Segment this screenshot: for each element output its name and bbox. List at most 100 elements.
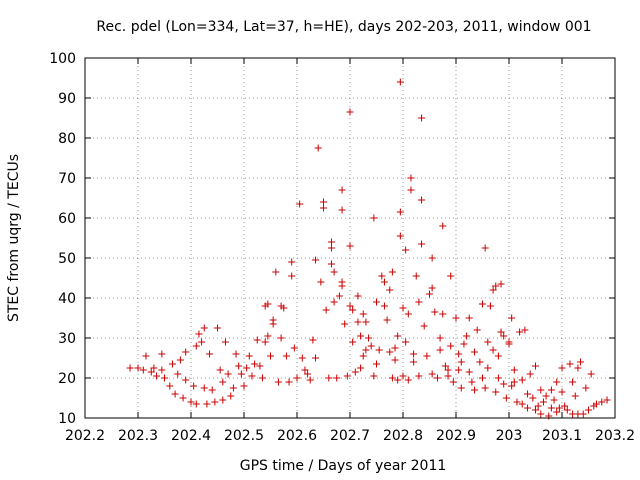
data-point [585,406,592,414]
data-point [418,196,426,204]
data-point [418,114,426,122]
x-tick-label: 202.2 [65,428,105,444]
data-point [396,208,404,216]
data-point [510,378,518,386]
data-point [494,352,502,360]
data-point [508,314,516,322]
data-point [327,238,335,246]
data-point [309,336,317,344]
data-point [240,382,248,390]
data-point [168,360,176,368]
data-point [547,386,555,394]
data-point [216,366,224,374]
data-point [486,302,494,310]
data-point [439,310,447,318]
y-tick-label: 80 [58,131,76,147]
data-point [508,382,516,390]
x-tick-label: 202.5 [224,428,264,444]
data-point [322,306,330,314]
data-point [346,108,354,116]
data-point [492,282,500,290]
data-point [357,332,365,340]
data-point [553,378,561,386]
data-point [460,340,468,348]
data-point [516,328,524,336]
data-point [370,372,378,380]
data-point [354,318,362,326]
data-point [335,292,343,300]
data-point [221,338,229,346]
data-point [521,326,529,334]
data-point [330,298,338,306]
data-point [150,364,158,372]
data-point [396,232,404,240]
data-point [267,352,274,360]
data-point [577,358,585,366]
data-point [359,352,367,360]
data-point [206,350,214,358]
data-point [407,186,415,194]
grid [85,58,615,418]
data-point [592,400,600,408]
data-point [463,332,471,340]
data-point [497,328,505,336]
y-tick-label: 20 [58,371,76,387]
data-point [285,378,293,386]
data-point [174,370,182,378]
data-point [500,332,508,340]
data-point [481,244,489,252]
data-point [479,300,486,308]
data-point [410,358,418,366]
data-point [256,362,264,370]
data-point [245,352,253,360]
data-point [418,240,426,248]
data-point [219,378,227,386]
data-point [333,374,341,382]
data-point [473,326,481,334]
data-point [399,372,407,380]
data-point [346,302,354,310]
data-point [198,338,206,346]
data-point [471,348,479,356]
data-point [312,256,320,264]
data-point [227,392,235,400]
data-point [481,384,489,392]
data-point [571,392,579,400]
data-point [338,186,346,194]
x-tick-label: 202.8 [383,428,423,444]
data-point [200,384,208,392]
data-point [338,278,346,286]
data-point [370,214,378,222]
data-point [269,316,277,324]
data-point [566,360,574,368]
x-tick-label: 203 [496,428,523,444]
x-axis-label: GPS time / Days of year 2011 [240,458,447,474]
data-point [153,372,161,380]
data-point [420,322,428,330]
x-tick-label: 202.9 [436,428,476,444]
data-point [232,350,240,358]
y-tick-label: 70 [58,171,76,187]
data-point [327,244,335,252]
data-point [214,324,221,332]
data-point [396,78,404,86]
data-point [532,406,539,414]
data-point [471,386,479,394]
data-point [484,364,492,372]
data-point [288,258,296,266]
data-point [346,242,354,250]
data-point [484,338,492,346]
data-point [587,370,595,378]
data-point [237,370,245,378]
data-point [373,298,380,306]
data-point [524,390,532,398]
data-point [518,400,526,408]
data-point [479,374,486,382]
data-point [518,376,526,384]
data-point [314,144,322,152]
data-point [190,382,198,390]
data-point [505,340,513,348]
data-point [290,344,298,352]
